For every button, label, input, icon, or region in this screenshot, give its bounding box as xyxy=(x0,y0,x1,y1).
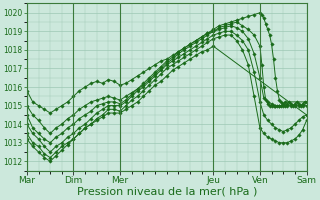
X-axis label: Pression niveau de la mer( hPa ): Pression niveau de la mer( hPa ) xyxy=(76,187,257,197)
